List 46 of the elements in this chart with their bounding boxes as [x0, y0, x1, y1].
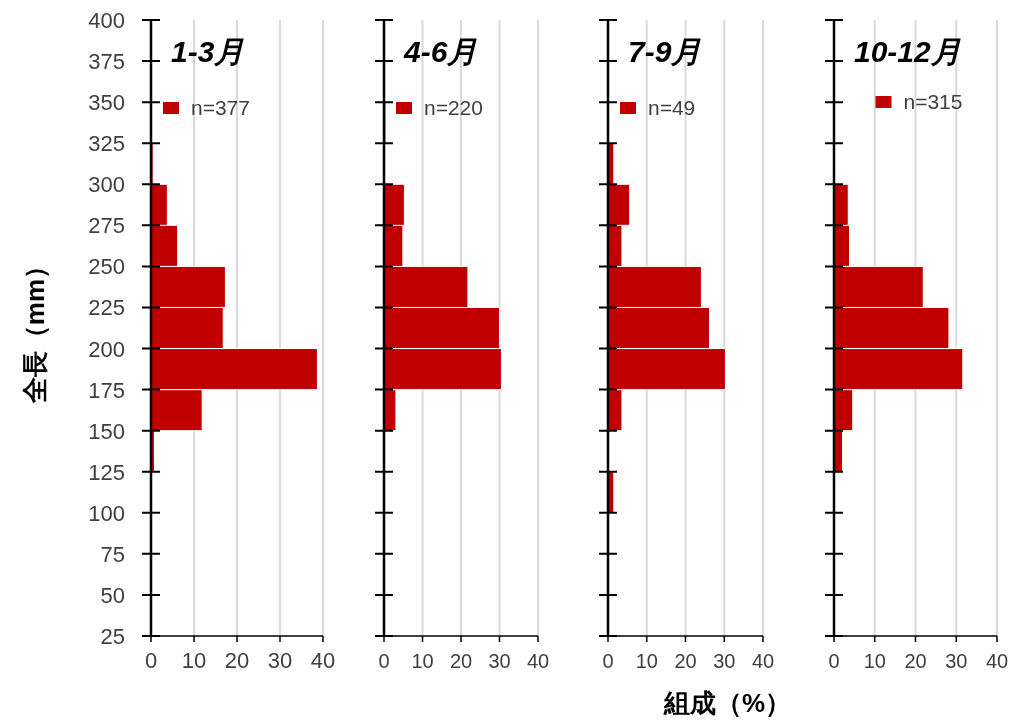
- y-tick-label: 300: [88, 172, 125, 198]
- x-tick-label: 10: [635, 650, 658, 672]
- legend-label: n=220: [424, 96, 483, 119]
- y-tick-label: 175: [88, 377, 125, 403]
- text: 1-3月: [171, 35, 245, 68]
- y-tick-label: 25: [100, 624, 125, 649]
- text: 4-6月: [403, 35, 478, 68]
- x-tick-label: 20: [449, 650, 473, 672]
- y-tick-label: 275: [88, 213, 125, 239]
- y-axis-title: 全長（mm）: [20, 252, 50, 405]
- y-tick-label: 150: [88, 418, 125, 444]
- y-tick-label: 350: [88, 90, 125, 116]
- legend-label: n=377: [191, 96, 250, 119]
- legend-label: n=49: [648, 96, 696, 119]
- x-tick-label: 0: [828, 650, 840, 672]
- x-tick-label: 30: [945, 650, 968, 672]
- x-axis-title: 組成（%）: [662, 688, 792, 718]
- x-tick-label: 40: [751, 650, 775, 672]
- x-tick-label: 30: [267, 648, 293, 673]
- y-tick-label: 200: [88, 336, 125, 362]
- y-tick-label: 225: [88, 295, 125, 321]
- x-tick-label: 40: [985, 650, 1009, 672]
- y-tick-label: 125: [88, 459, 125, 485]
- x-tick-label: 30: [488, 650, 511, 672]
- y-tick-label: 325: [88, 131, 125, 157]
- x-tick-label: 10: [411, 650, 434, 672]
- x-tick-label: 10: [181, 648, 207, 673]
- y-tick-label: 250: [88, 254, 125, 280]
- x-tick-label: 40: [310, 648, 336, 673]
- y-tick-label: 375: [88, 49, 125, 75]
- legend-label: n=315: [903, 90, 963, 113]
- x-tick-label: 20: [674, 650, 697, 672]
- x-tick-label: 0: [378, 650, 390, 672]
- y-tick-label: 400: [88, 8, 125, 33]
- x-tick-label: 20: [904, 650, 927, 672]
- x-tick-label: 20: [224, 648, 250, 673]
- x-tick-label: 40: [526, 650, 550, 672]
- y-tick-label: 100: [88, 500, 125, 526]
- y-tick-label: 50: [100, 582, 125, 608]
- x-tick-label: 0: [144, 648, 158, 673]
- x-tick-label: 10: [863, 650, 886, 672]
- text: 7-9月: [628, 35, 702, 68]
- y-tick-label: 75: [100, 541, 125, 567]
- text: 10-12月: [854, 35, 961, 68]
- x-tick-label: 30: [713, 650, 736, 672]
- x-tick-label: 0: [602, 650, 614, 672]
